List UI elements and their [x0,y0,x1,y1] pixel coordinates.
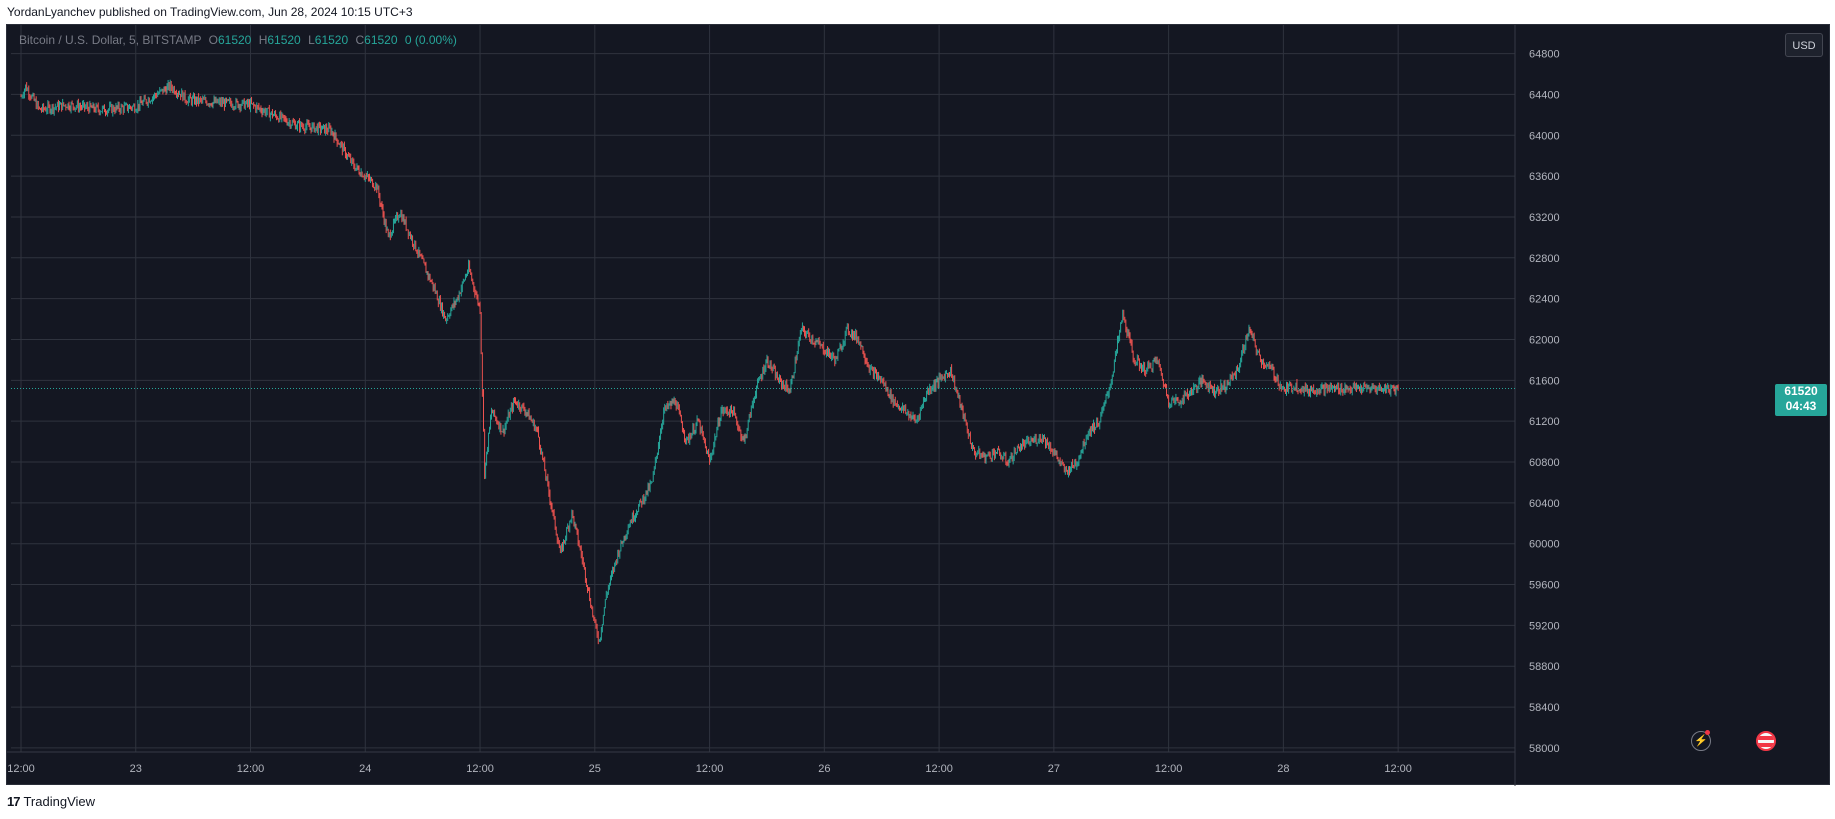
price-chart[interactable]: 58000 58400 58800 59200 59600 60000 60400 60800… [7,25,1831,786]
x-tick-label: 28 [1277,763,1289,775]
y-tick-label: 62400 [1529,294,1560,306]
last-price-value: 61520 [1784,384,1818,398]
x-tick-label: 24 [359,763,371,775]
y-tick-label: 64000 [1529,130,1560,142]
open-value: 61520 [217,33,252,47]
footer-brand-name: TradingView [23,794,96,809]
low-label: L [308,33,315,47]
high-label: H [258,33,268,47]
chart-panel[interactable]: 58000 58400 58800 59200 59600 60000 60400 60800… [6,24,1831,786]
alert-dot [1705,730,1710,735]
close-label: C [355,33,365,47]
x-tick-label: 12:00 [237,763,265,775]
last-price-tag: 61520 04:43 [1775,384,1827,416]
x-tick-label: 12:00 [1384,763,1412,775]
close-value: 61520 [364,33,398,47]
footer-brand: 17 TradingView [7,794,95,809]
y-tick-label: 63600 [1529,171,1560,183]
x-tick-label: 27 [1048,763,1060,775]
publisher-caption: YordanLyanchev published on TradingView.… [7,5,413,19]
x-tick-label: 12:00 [7,763,35,775]
y-tick-label: 60400 [1529,498,1560,510]
y-tick-label: 58000 [1529,743,1560,755]
y-tick-label: 64800 [1529,49,1560,61]
ohlc-legend: Bitcoin / U.S. Dollar, 5, BITSTAMP O6152… [19,33,457,47]
x-tick-label: 12:00 [696,763,724,775]
y-tick-label: 64400 [1529,89,1560,101]
y-tick-label: 61600 [1529,375,1560,387]
y-tick-label: 58800 [1529,661,1560,673]
high-value: 61520 [267,33,301,47]
x-tick-label: 26 [818,763,830,775]
tradingview-logo: 17 [7,794,21,809]
x-tick-label: 12:00 [466,763,494,775]
change-value: 0 (0.00%) [404,33,457,47]
y-tick-label: 61200 [1529,416,1560,428]
y-tick-label: 60800 [1529,457,1560,469]
x-tick-label: 23 [130,763,142,775]
y-tick-label: 62800 [1529,253,1560,265]
currency-button[interactable]: USD [1785,33,1823,57]
us-flag-icon[interactable] [1756,731,1776,751]
x-tick-label: 12:00 [925,763,953,775]
candles [20,79,1399,645]
symbol-label[interactable]: Bitcoin / U.S. Dollar, 5, BITSTAMP [19,33,202,47]
y-tick-label: 63200 [1529,212,1560,224]
y-tick-label: 62000 [1529,334,1560,346]
y-tick-label: 60000 [1529,539,1560,551]
x-tick-label: 12:00 [1155,763,1183,775]
open-label: O [208,33,218,47]
y-tick-label: 59600 [1529,580,1560,592]
y-tick-label: 59200 [1529,620,1560,632]
y-tick-label: 58400 [1529,702,1560,714]
bar-countdown: 04:43 [1785,399,1817,413]
lightning-icon[interactable]: ⚡ [1691,731,1711,751]
x-tick-label: 25 [589,763,601,775]
low-value: 61520 [314,33,349,47]
